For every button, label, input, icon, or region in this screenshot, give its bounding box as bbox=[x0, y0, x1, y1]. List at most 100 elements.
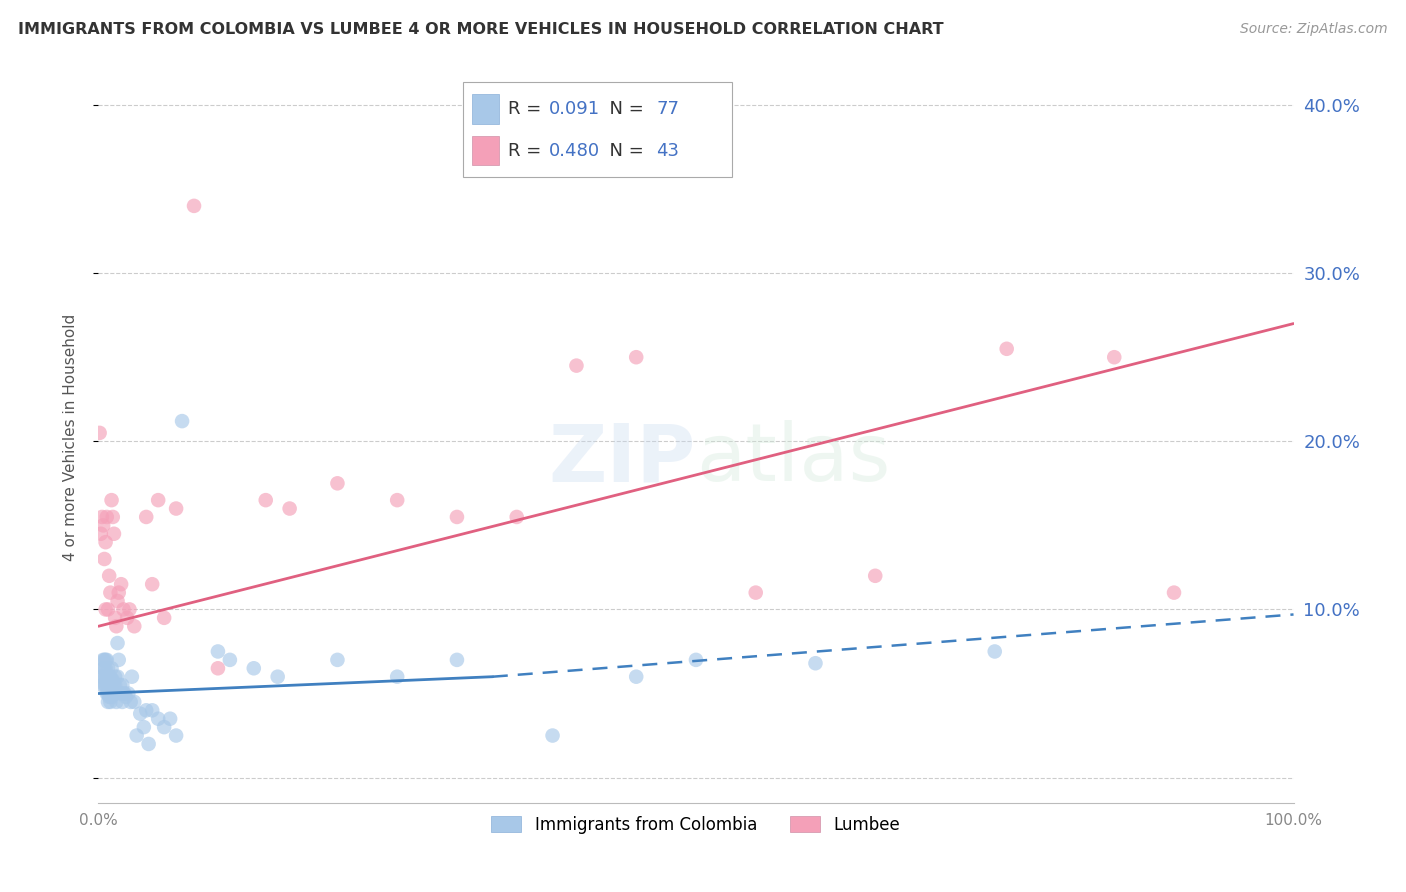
Point bbox=[111, 695, 134, 709]
Point bbox=[626, 670, 648, 684]
Point bbox=[96, 678, 118, 692]
FancyBboxPatch shape bbox=[463, 82, 733, 178]
Point bbox=[105, 695, 128, 709]
Point bbox=[96, 686, 118, 700]
Point bbox=[97, 670, 120, 684]
Text: 0.091: 0.091 bbox=[548, 100, 600, 118]
Point bbox=[108, 678, 131, 692]
Point bbox=[254, 493, 277, 508]
Point bbox=[107, 636, 129, 650]
Point bbox=[91, 661, 114, 675]
Point bbox=[93, 661, 115, 675]
Point bbox=[1104, 350, 1126, 364]
Text: R =: R = bbox=[509, 100, 547, 118]
Point bbox=[107, 585, 129, 599]
Point bbox=[93, 678, 115, 692]
Point bbox=[104, 611, 127, 625]
Point bbox=[100, 673, 122, 687]
Legend: Immigrants from Colombia, Lumbee: Immigrants from Colombia, Lumbee bbox=[484, 807, 908, 842]
Point bbox=[97, 661, 120, 675]
Point bbox=[101, 686, 124, 700]
Point bbox=[207, 644, 229, 658]
Point bbox=[446, 510, 468, 524]
Point bbox=[94, 661, 117, 675]
Point bbox=[278, 501, 301, 516]
Point bbox=[94, 535, 117, 549]
Point bbox=[93, 653, 115, 667]
Text: N =: N = bbox=[598, 100, 650, 118]
Point bbox=[103, 686, 125, 700]
Point bbox=[97, 678, 120, 692]
Point bbox=[141, 577, 163, 591]
Text: 43: 43 bbox=[657, 142, 679, 160]
Point bbox=[541, 729, 564, 743]
Point bbox=[110, 686, 132, 700]
Point bbox=[207, 661, 229, 675]
Point bbox=[107, 670, 129, 684]
Text: 0.480: 0.480 bbox=[548, 142, 600, 160]
Point bbox=[98, 695, 122, 709]
Point bbox=[90, 526, 112, 541]
Point bbox=[135, 703, 157, 717]
Point bbox=[129, 706, 152, 721]
Point bbox=[111, 678, 134, 692]
Point bbox=[506, 510, 529, 524]
Text: IMMIGRANTS FROM COLOMBIA VS LUMBEE 4 OR MORE VEHICLES IN HOUSEHOLD CORRELATION C: IMMIGRANTS FROM COLOMBIA VS LUMBEE 4 OR … bbox=[18, 22, 943, 37]
Point bbox=[105, 686, 128, 700]
Point bbox=[172, 414, 194, 428]
Point bbox=[98, 686, 122, 700]
Point bbox=[103, 526, 125, 541]
Point bbox=[100, 683, 122, 698]
Y-axis label: 4 or more Vehicles in Household: 4 or more Vehicles in Household bbox=[63, 313, 77, 561]
Point bbox=[96, 670, 118, 684]
Point bbox=[91, 678, 114, 692]
Point bbox=[101, 673, 124, 687]
Point bbox=[148, 712, 170, 726]
Point bbox=[183, 199, 205, 213]
Point bbox=[94, 678, 117, 692]
Point bbox=[267, 670, 290, 684]
Point bbox=[97, 602, 120, 616]
Point bbox=[107, 653, 129, 667]
Point bbox=[94, 670, 117, 684]
Point bbox=[100, 661, 122, 675]
Point bbox=[745, 585, 768, 599]
Point bbox=[105, 619, 128, 633]
Point bbox=[114, 686, 136, 700]
FancyBboxPatch shape bbox=[472, 95, 499, 124]
Text: ZIP: ZIP bbox=[548, 420, 696, 498]
Point bbox=[117, 686, 139, 700]
Point bbox=[135, 510, 157, 524]
Point bbox=[96, 510, 118, 524]
FancyBboxPatch shape bbox=[472, 136, 499, 165]
Point bbox=[159, 712, 181, 726]
Point bbox=[132, 720, 155, 734]
Point bbox=[565, 359, 588, 373]
Point bbox=[94, 653, 117, 667]
Point bbox=[1163, 585, 1185, 599]
Point bbox=[101, 510, 124, 524]
Point bbox=[98, 673, 121, 687]
Point bbox=[98, 670, 122, 684]
Point bbox=[385, 493, 409, 508]
Point bbox=[93, 552, 115, 566]
Point bbox=[385, 670, 409, 684]
Point bbox=[104, 670, 127, 684]
Point bbox=[100, 690, 122, 704]
Point bbox=[446, 653, 468, 667]
Point bbox=[165, 501, 187, 516]
Point bbox=[243, 661, 266, 675]
Point bbox=[115, 611, 138, 625]
Point bbox=[118, 602, 141, 616]
Point bbox=[97, 695, 120, 709]
Point bbox=[141, 703, 163, 717]
Point bbox=[89, 425, 111, 440]
Text: N =: N = bbox=[598, 142, 650, 160]
Point bbox=[98, 678, 122, 692]
Point bbox=[124, 619, 146, 633]
Point bbox=[90, 670, 112, 684]
Point bbox=[98, 585, 122, 599]
Point bbox=[112, 686, 135, 700]
Point bbox=[326, 476, 349, 491]
Point bbox=[148, 493, 170, 508]
